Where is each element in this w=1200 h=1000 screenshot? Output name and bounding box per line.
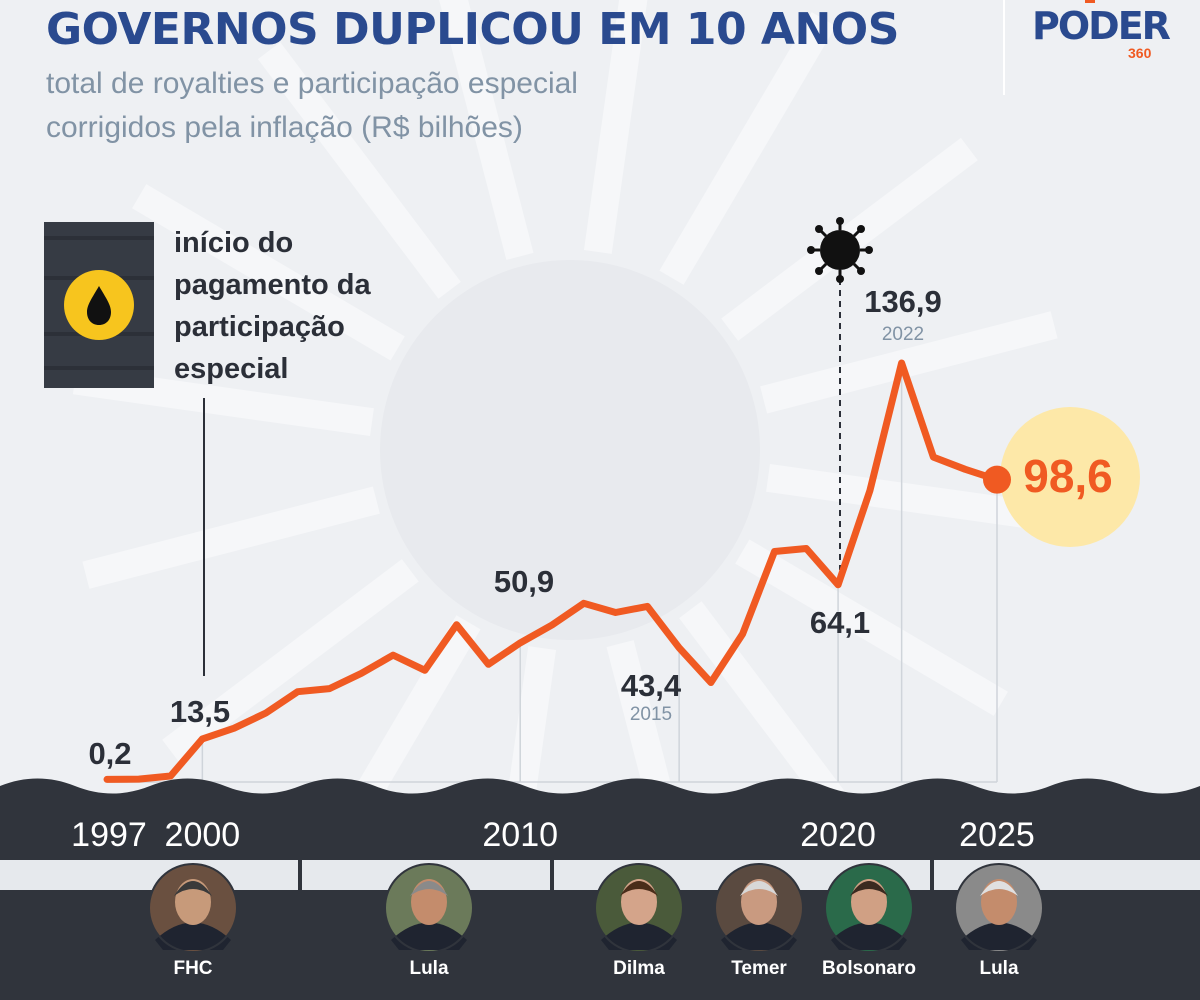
president-name-temer: Temer: [731, 958, 787, 979]
president-avatar: [384, 863, 474, 953]
series-line: [103, 359, 1001, 783]
president-name-bolsonaro: Bolsonaro: [822, 958, 916, 979]
president-name-lula-1: Lula: [409, 958, 449, 979]
value-label: 98,6: [1023, 450, 1113, 502]
logo-accent: [1085, 0, 1095, 3]
chart-gridlines: [107, 363, 998, 783]
president-avatars: [148, 863, 1044, 953]
president-name-lula-2: Lula: [979, 958, 1019, 979]
logo-separator: [1003, 0, 1005, 95]
logo-sub: 360: [1128, 45, 1152, 61]
background-sunburst: [72, 0, 1068, 948]
last-point-marker: [983, 465, 1011, 494]
logo: PODER: [1032, 4, 1171, 48]
value-year-label: 2015: [630, 704, 672, 725]
x-tick-label: 2020: [800, 816, 876, 854]
value-year-label: 2022: [882, 324, 924, 345]
subtitle-line-2: corrigidos pela inflação (R$ bilhões): [46, 111, 523, 144]
x-tick-label: 2025: [959, 816, 1035, 854]
president-avatar: [954, 863, 1044, 953]
x-tick-label: 2010: [482, 816, 558, 854]
chart-subtitle: total de royalties e participação especi…: [46, 62, 806, 150]
subtitle-line-1: total de royalties e participação especi…: [46, 67, 578, 100]
president-avatar: [714, 863, 804, 953]
value-label: 0,2: [88, 736, 131, 771]
president-name-dilma: Dilma: [613, 958, 665, 979]
last-value-highlight: [1000, 407, 1140, 547]
president-avatar: [148, 863, 238, 953]
x-tick-labels: 1997 2000 2010 2020 2025: [71, 816, 1035, 854]
value-label: 43,4: [621, 668, 682, 703]
chart-title: GOVERNOS DUPLICOU EM 10 ANOS: [46, 4, 899, 55]
value-label: 50,9: [494, 564, 554, 599]
annotation-text: início do pagamento da participação espe…: [174, 227, 371, 385]
x-tick-label: 2000: [165, 816, 241, 854]
oil-drop-icon: [44, 222, 154, 388]
value-label: 13,5: [170, 694, 230, 729]
president-name-fhc: FHC: [173, 958, 213, 979]
background-circle: [380, 260, 760, 640]
x-tick-label: 1997: [71, 816, 147, 854]
president-avatar: [824, 863, 914, 953]
value-label: 64,1: [810, 605, 870, 640]
president-avatar: [594, 863, 684, 953]
value-label: 136,9: [864, 284, 942, 319]
virus-icon: [807, 217, 873, 283]
